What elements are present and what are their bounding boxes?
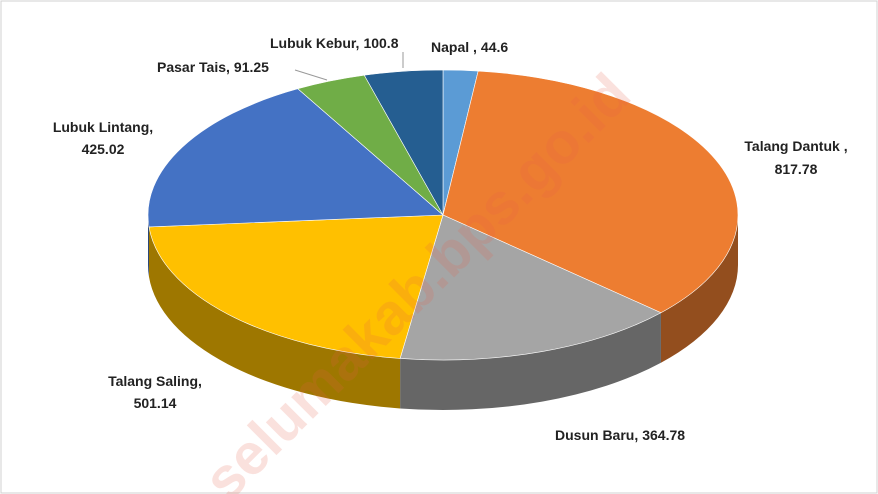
label-category: Talang Dantuk , <box>744 138 847 154</box>
data-label: Napal , 44.6 <box>431 39 508 55</box>
label-value: 425.02 <box>82 141 125 157</box>
label-category: Pasar Tais, <box>157 59 230 75</box>
data-label: Lubuk Kebur, 100.8 <box>270 35 399 51</box>
slice-side <box>660 215 738 363</box>
data-label: Dusun Baru, 364.78 <box>555 427 685 443</box>
data-label: Lubuk Lintang, 425.02 <box>53 119 153 157</box>
label-category: Talang Saling, <box>108 373 202 389</box>
label-value: 91.25 <box>234 59 269 75</box>
data-label: Talang Dantuk , 817.78 <box>744 138 847 177</box>
label-category: Lubuk Lintang, <box>53 119 153 135</box>
label-category: Lubuk Kebur, <box>270 35 359 51</box>
slice <box>363 69 444 217</box>
slice <box>148 214 444 359</box>
data-label: Pasar Tais, 91.25 <box>157 59 269 75</box>
slice <box>399 214 662 361</box>
pie <box>147 69 739 410</box>
label-value: 100.8 <box>363 35 398 51</box>
leader-line <box>294 69 328 81</box>
label-category: Dusun Baru, <box>555 427 638 443</box>
label-value: 364.78 <box>642 427 685 443</box>
data-label: Talang Saling, 501.14 <box>108 373 202 411</box>
label-value: 44.6 <box>481 39 508 55</box>
label-category: Napal , <box>431 39 477 55</box>
label-value: 501.14 <box>134 395 177 411</box>
label-value: 817.78 <box>775 161 818 177</box>
slice <box>442 70 739 314</box>
slice-side <box>148 215 149 277</box>
slice <box>147 88 444 228</box>
slice-side <box>400 312 661 410</box>
slice-side <box>148 226 401 409</box>
